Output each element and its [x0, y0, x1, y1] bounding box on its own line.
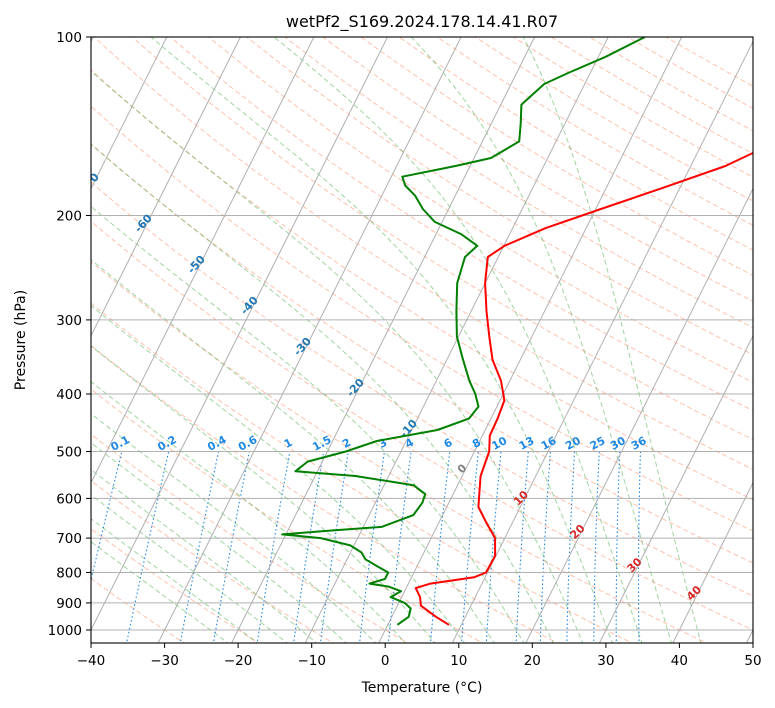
- mixing-ratio-label: 16: [539, 434, 559, 453]
- moist-adiabat: [150, 37, 613, 643]
- plot-frame: [90, 36, 754, 644]
- y-tick-label: 1000: [48, 623, 82, 639]
- dry-adiabat: [322, 37, 753, 302]
- x-tick-label: 10: [450, 653, 467, 669]
- background-lines: [91, 37, 753, 643]
- y-tick-label: 900: [56, 596, 82, 612]
- dry-adiabat: [91, 181, 753, 597]
- mixing-ratio-label: 13: [517, 434, 537, 453]
- isotherm-line: [231, 37, 536, 643]
- isotherm-line: [304, 37, 609, 643]
- mixing-ratio-label: 10: [490, 434, 510, 453]
- x-tick-label: −20: [224, 653, 253, 669]
- x-tick-label: −10: [297, 653, 326, 669]
- mixing-ratio-line: [179, 451, 220, 643]
- isotherm-line: [672, 481, 753, 643]
- dry-adiabat: [93, 37, 753, 470]
- mixing-ratio-label: 36: [629, 434, 649, 453]
- mixing-ratio-label: 20: [563, 434, 583, 453]
- x-tick-label: 40: [671, 653, 688, 669]
- x-tick-label: 30: [597, 653, 614, 669]
- isotherm-line: [91, 37, 168, 190]
- mixing-ratio-label: 30: [608, 434, 628, 453]
- y-tick-label: 300: [56, 313, 82, 329]
- isotherm-line: [451, 40, 753, 643]
- mixing-ratio-label: 25: [588, 434, 608, 453]
- x-tick-label: −40: [77, 653, 106, 669]
- y-tick-label: 100: [56, 30, 82, 46]
- isotherm-line: [91, 37, 389, 632]
- y-tick-label: 600: [56, 491, 82, 507]
- chart-title: wetPf2_S169.2024.178.14.41.R07: [286, 12, 558, 32]
- x-axis-ticks: −40 −30 −20 −10 0 10 20 30 40 50: [77, 643, 762, 669]
- y-tick-label: 200: [56, 209, 82, 225]
- x-axis-label: Temperature (°C): [361, 680, 483, 696]
- x-tick-label: −30: [150, 653, 179, 669]
- dry-adiabat: [91, 143, 753, 564]
- dry-adiabat: [246, 37, 753, 356]
- mixing-ratio-line: [637, 451, 642, 643]
- dry-adiabat: [91, 69, 753, 501]
- isotherm-line: [91, 37, 241, 337]
- isotherm-line: [525, 187, 753, 643]
- y-tick-label: 400: [56, 387, 82, 403]
- dry-adiabat: [284, 37, 753, 329]
- temperature-line: [414, 151, 753, 626]
- mixing-ratio-line: [615, 451, 621, 643]
- mixing-ratio-line: [212, 451, 250, 643]
- y-tick-label: 700: [56, 531, 82, 547]
- sounding-traces: [281, 37, 753, 626]
- x-tick-label: 0: [381, 653, 390, 669]
- isotherm-line: [598, 334, 753, 643]
- isotherm-label: -70: [79, 170, 102, 194]
- moist-adiabat: [91, 70, 584, 643]
- dry-adiabat: [91, 388, 484, 643]
- isotherm-line: [378, 37, 683, 643]
- isotherm-line: [91, 37, 315, 484]
- dry-adiabat: [131, 37, 753, 441]
- mixing-ratio-line: [91, 451, 123, 583]
- y-tick-label: 500: [56, 445, 82, 461]
- y-axis-ticks: 100 200 300 400 500 600 700 800 900 1000: [48, 30, 91, 639]
- x-tick-label: 20: [524, 653, 541, 669]
- isotherm-line: [157, 37, 462, 643]
- y-tick-label: 800: [56, 566, 82, 582]
- moist-adiabat: [91, 143, 554, 643]
- y-axis-label: Pressure (hPa): [13, 290, 29, 390]
- x-tick-label: 50: [744, 653, 761, 669]
- dewpoint-line: [281, 37, 646, 626]
